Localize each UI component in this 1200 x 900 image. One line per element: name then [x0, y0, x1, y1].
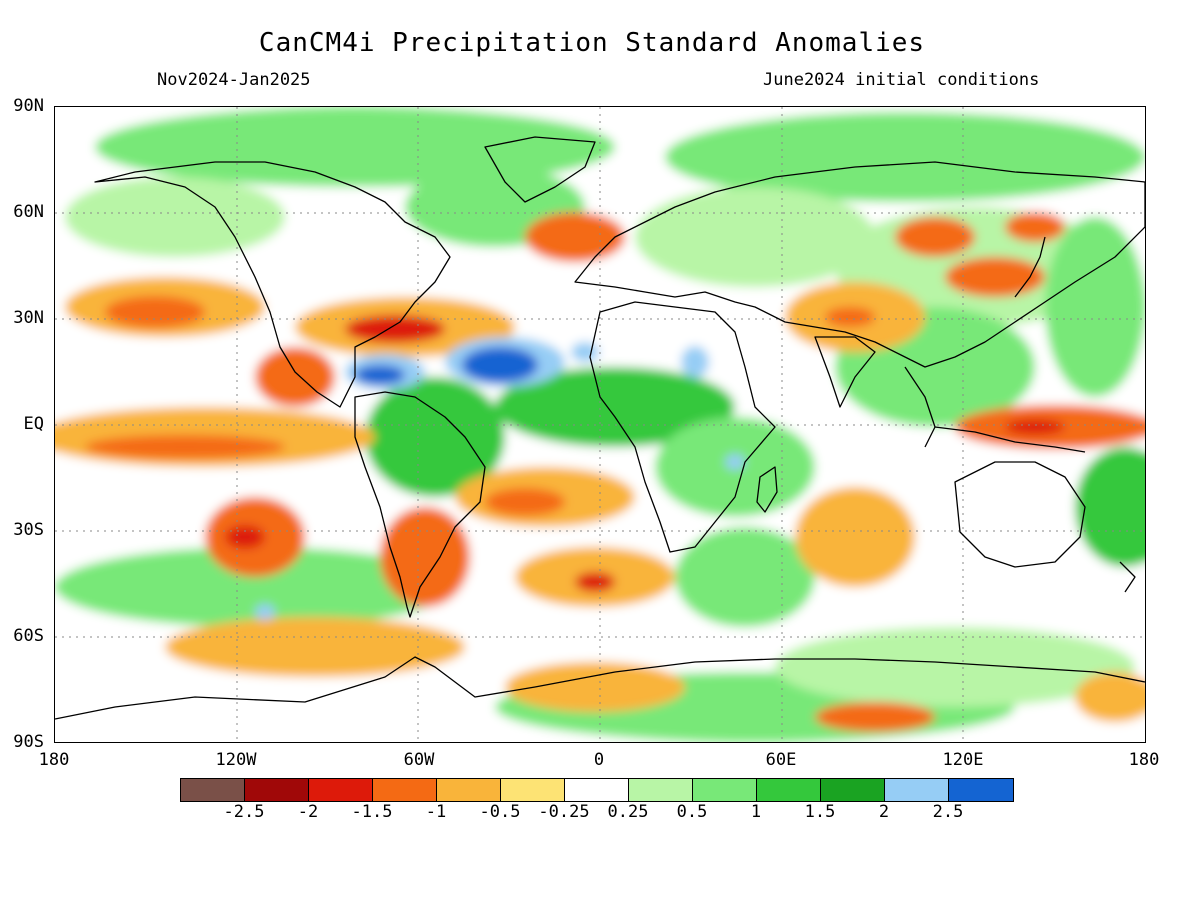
lat-label-90n: 90N — [13, 96, 44, 116]
colorbar-tick: 1 — [750, 802, 762, 822]
anomaly-map — [54, 106, 1146, 743]
lon-label-60e: 60E — [765, 750, 797, 770]
lat-label-eq: EQ — [23, 414, 44, 434]
colorbar-tick: -0.5 — [479, 802, 521, 822]
colorbar-swatch — [693, 779, 757, 801]
colorbar-tick: -1 — [425, 802, 447, 822]
lat-label-60s: 60S — [13, 626, 44, 646]
colorbar-tick: 0.25 — [607, 802, 649, 822]
colorbar-tick: -2 — [297, 802, 319, 822]
map-title: CanCM4i Precipitation Standard Anomalies — [258, 28, 926, 58]
coastlines — [55, 136, 1145, 720]
lon-label-180w: 180 — [38, 750, 70, 770]
lon-label-180e: 180 — [1128, 750, 1160, 770]
colorbar-swatch — [373, 779, 437, 801]
colorbar-swatch — [245, 779, 309, 801]
lat-label-60n: 60N — [13, 202, 44, 222]
colorbar-swatch — [629, 779, 693, 801]
colorbar-swatch — [181, 779, 245, 801]
colorbar-tick: -0.25 — [538, 802, 590, 822]
lat-label-90s: 90S — [13, 732, 44, 752]
colorbar-swatch — [565, 779, 629, 801]
anomaly-map-svg — [55, 107, 1145, 742]
lon-label-120e: 120E — [942, 750, 984, 770]
initial-conditions: June2024 initial conditions — [763, 70, 1040, 90]
colorbar-swatch — [309, 779, 373, 801]
lon-label-120w: 120W — [215, 750, 257, 770]
colorbar-swatch — [821, 779, 885, 801]
lon-label-60w: 60W — [403, 750, 435, 770]
colorbar-tick: -2.5 — [223, 802, 265, 822]
colorbar-tick: -1.5 — [351, 802, 393, 822]
colorbar-swatch — [949, 779, 1013, 801]
colorbar-tick: 1.5 — [804, 802, 836, 822]
graticule — [55, 107, 1145, 742]
colorbar-tick: 2.5 — [932, 802, 964, 822]
colorbar-tick: 0.5 — [676, 802, 708, 822]
colorbar — [180, 778, 1014, 802]
colorbar-swatch — [885, 779, 949, 801]
lat-label-30n: 30N — [13, 308, 44, 328]
forecast-period: Nov2024-Jan2025 — [157, 70, 311, 90]
lon-label-0: 0 — [593, 750, 605, 770]
colorbar-swatch — [437, 779, 501, 801]
lat-label-30s: 30S — [13, 520, 44, 540]
colorbar-tick: 2 — [878, 802, 890, 822]
colorbar-swatch — [501, 779, 565, 801]
colorbar-swatch — [757, 779, 821, 801]
